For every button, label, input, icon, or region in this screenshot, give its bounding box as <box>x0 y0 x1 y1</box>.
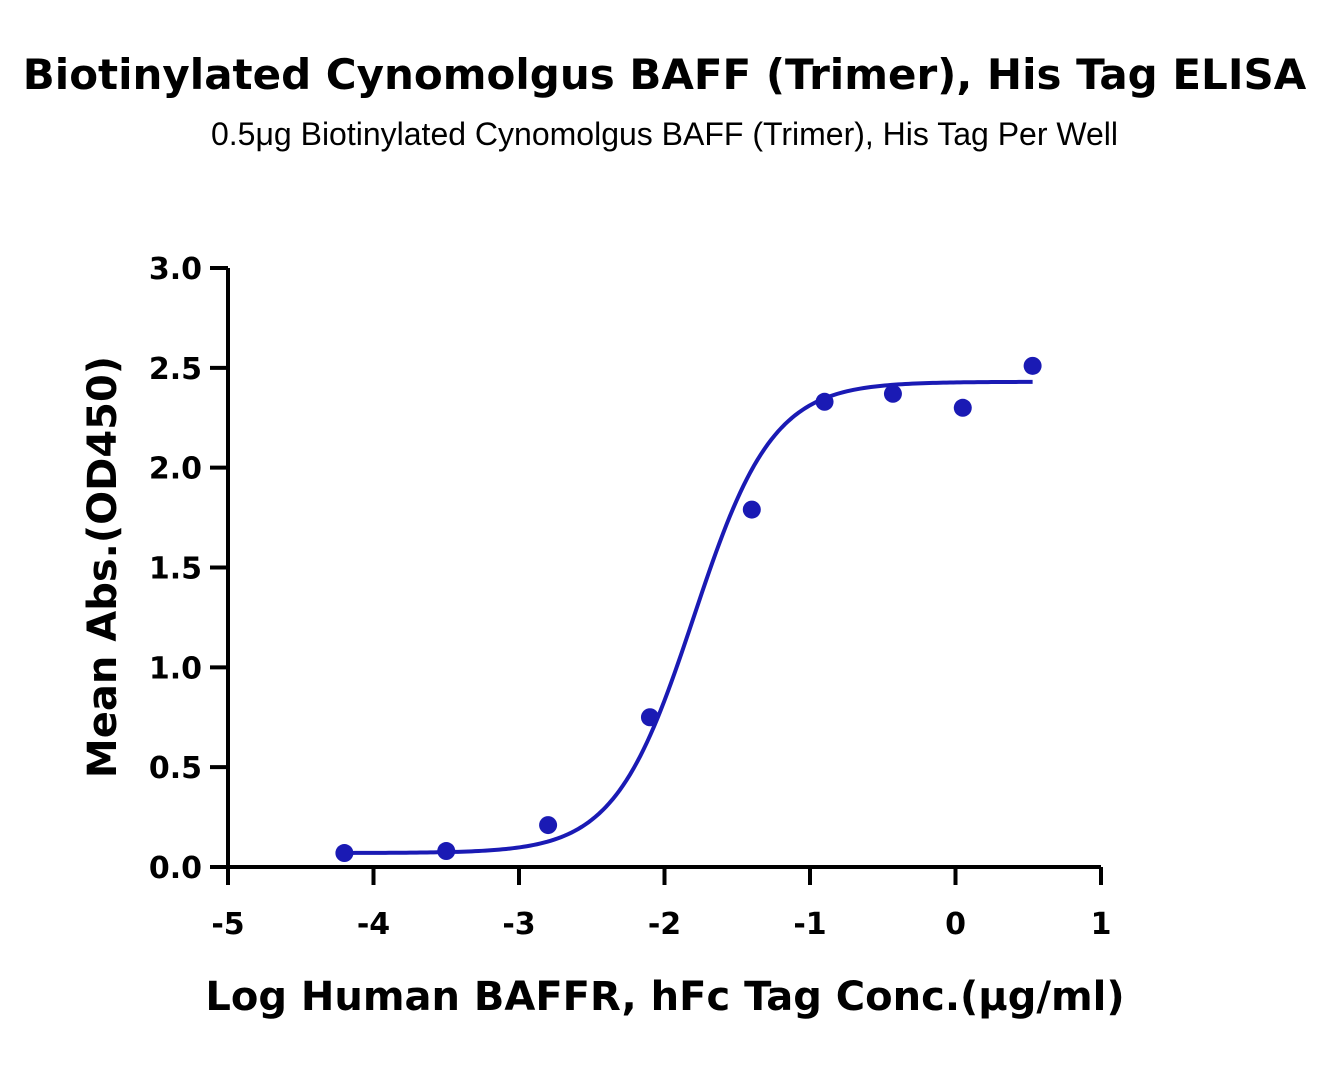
data-point <box>1023 356 1042 375</box>
chart-title: Biotinylated Cynomolgus BAFF (Trimer), H… <box>22 50 1307 99</box>
data-points <box>335 356 1042 863</box>
fit-curve-group <box>344 379 1033 855</box>
x-tick-label: -4 <box>357 907 390 942</box>
fit-curve <box>344 379 1033 855</box>
x-tick-label: -2 <box>648 907 681 942</box>
y-tick-label: 1.0 <box>149 651 202 686</box>
data-point <box>539 816 558 835</box>
y-tick-label: 0.5 <box>149 751 202 786</box>
data-point <box>815 392 834 411</box>
x-tick-label: 0 <box>945 907 966 942</box>
x-tick-label: -1 <box>793 907 826 942</box>
y-tick-label: 3.0 <box>149 252 202 287</box>
y-tick-label: 0.0 <box>149 851 202 886</box>
data-point <box>953 398 972 417</box>
y-axis-title: Mean Abs.(OD450) <box>80 356 126 778</box>
data-point <box>742 500 761 519</box>
axes: 0.0 0.5 1.0 1.5 2.0 2.5 3.0 -5 -4 -3 -2 -1 0 1 <box>149 252 1112 942</box>
y-tick-label: 2.0 <box>149 452 202 487</box>
x-tick-label: 1 <box>1091 907 1112 942</box>
y-tick-label: 1.5 <box>149 552 202 587</box>
data-point <box>437 842 456 861</box>
chart-subtitle: 0.5μg Biotinylated Cynomolgus BAFF (Trim… <box>210 116 1119 152</box>
data-point <box>883 384 902 403</box>
x-axis-title: Log Human BAFFR, hFc Tag Conc.(μg/ml) <box>205 974 1124 1020</box>
x-tick-label: -3 <box>502 907 535 942</box>
data-point <box>335 844 354 863</box>
x-tick-label: -5 <box>211 907 244 942</box>
data-point <box>640 708 659 727</box>
y-tick-label: 2.5 <box>149 352 202 387</box>
